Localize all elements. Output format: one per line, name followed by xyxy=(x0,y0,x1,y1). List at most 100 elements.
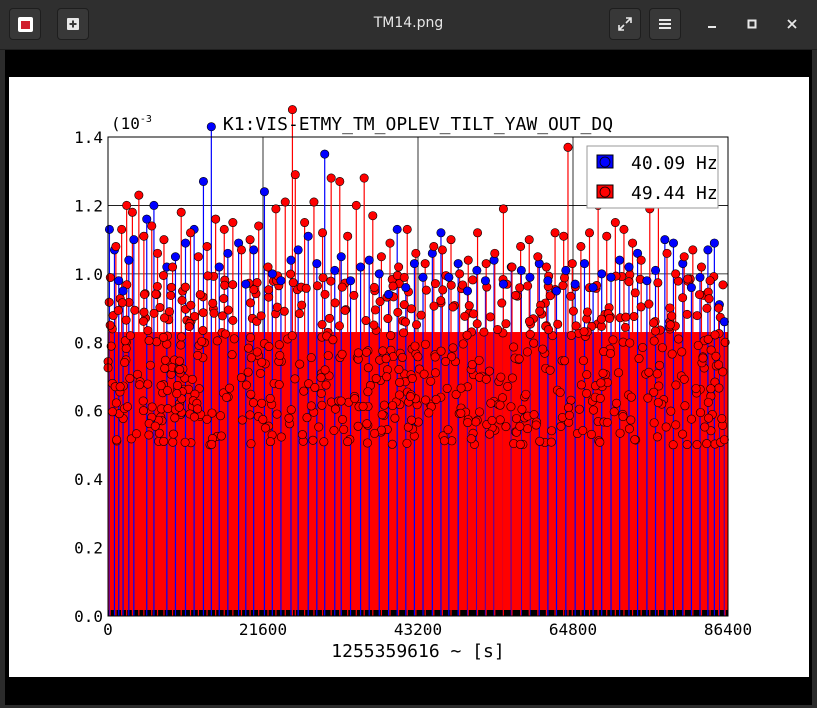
new-tab-button[interactable] xyxy=(57,8,89,40)
band-marker xyxy=(442,383,452,393)
band-marker xyxy=(605,313,615,323)
marker-0 xyxy=(249,245,259,255)
band-marker xyxy=(413,352,423,362)
band-marker xyxy=(256,311,266,321)
band-marker xyxy=(325,313,335,323)
band-marker xyxy=(337,349,347,359)
band-marker xyxy=(353,421,363,431)
band-marker xyxy=(186,300,196,310)
band-marker xyxy=(257,357,267,367)
marker-0 xyxy=(686,283,696,293)
band-marker xyxy=(436,346,446,356)
band-marker xyxy=(474,355,484,365)
marker-0 xyxy=(709,238,719,248)
marker-0 xyxy=(551,286,561,296)
band-marker xyxy=(618,412,628,422)
band-marker xyxy=(421,285,431,295)
marker-0 xyxy=(286,255,296,265)
minimize-button[interactable] xyxy=(700,12,724,36)
x-axis-label: 1255359616 ~ [s] xyxy=(331,641,504,662)
band-marker xyxy=(624,277,634,287)
band-marker xyxy=(523,424,533,434)
band-marker xyxy=(524,316,534,326)
band-marker xyxy=(683,274,693,284)
band-marker xyxy=(369,320,379,330)
band-marker xyxy=(522,347,532,357)
marker-1 xyxy=(516,241,526,251)
band-marker xyxy=(719,435,729,445)
band-marker xyxy=(362,438,372,448)
band-marker xyxy=(395,377,405,387)
band-marker xyxy=(125,373,135,383)
marker-1 xyxy=(429,241,439,251)
marker-0 xyxy=(401,283,411,293)
marker-0 xyxy=(597,269,607,279)
marker-0 xyxy=(642,276,652,286)
band-marker xyxy=(151,289,161,299)
band-marker xyxy=(677,347,687,357)
band-marker xyxy=(176,340,186,350)
marker-1 xyxy=(420,259,430,269)
marker-0 xyxy=(118,286,128,296)
band-marker xyxy=(106,341,116,351)
maximize-button[interactable] xyxy=(740,12,764,36)
marker-0 xyxy=(525,272,535,282)
main-menu-button[interactable] xyxy=(649,8,681,40)
marker-1 xyxy=(147,221,157,231)
band-marker xyxy=(678,429,688,439)
band-marker xyxy=(237,415,247,425)
band-marker xyxy=(479,327,489,337)
app-menu-button[interactable] xyxy=(9,8,41,40)
band-marker xyxy=(682,309,692,319)
band-marker xyxy=(531,420,541,430)
band-marker xyxy=(220,280,230,290)
band-marker xyxy=(371,374,381,384)
band-marker xyxy=(302,413,312,423)
band-marker xyxy=(578,356,588,366)
marker-0 xyxy=(214,262,224,272)
band-marker xyxy=(241,380,251,390)
marker-0 xyxy=(418,272,428,282)
band-marker xyxy=(702,439,712,449)
band-marker xyxy=(401,317,411,327)
band-marker xyxy=(564,403,574,413)
band-marker xyxy=(229,334,239,344)
band-marker xyxy=(160,363,170,373)
band-marker xyxy=(630,435,640,445)
band-marker xyxy=(497,298,507,308)
band-marker xyxy=(284,413,294,423)
band-marker xyxy=(471,417,481,427)
band-marker xyxy=(375,296,385,306)
band-marker xyxy=(328,335,338,345)
band-marker xyxy=(189,412,199,422)
close-button[interactable] xyxy=(780,12,804,36)
band-marker xyxy=(301,283,311,293)
band-marker xyxy=(485,312,495,322)
band-marker xyxy=(661,422,671,432)
band-marker xyxy=(117,298,127,308)
band-marker xyxy=(438,285,448,295)
marker-0 xyxy=(392,224,402,234)
band-marker xyxy=(162,386,172,396)
band-marker xyxy=(306,401,316,411)
marker-0 xyxy=(579,259,589,269)
y-tick-label: 0.8 xyxy=(74,333,103,352)
band-marker xyxy=(678,293,688,303)
band-marker xyxy=(279,306,289,316)
band-marker xyxy=(394,365,404,375)
band-marker xyxy=(202,414,212,424)
marker-0 xyxy=(259,187,269,197)
band-marker xyxy=(578,426,588,436)
band-marker xyxy=(334,321,344,331)
band-marker xyxy=(272,409,282,419)
marker-1 xyxy=(176,207,186,217)
fullscreen-button[interactable] xyxy=(609,8,641,40)
image-viewer-icon xyxy=(17,16,33,32)
band-marker xyxy=(419,369,429,379)
band-marker xyxy=(190,311,200,321)
band-marker xyxy=(274,380,284,390)
band-marker xyxy=(370,305,380,315)
marker-0 xyxy=(303,231,313,241)
band-marker xyxy=(654,381,664,391)
band-marker xyxy=(525,329,535,339)
